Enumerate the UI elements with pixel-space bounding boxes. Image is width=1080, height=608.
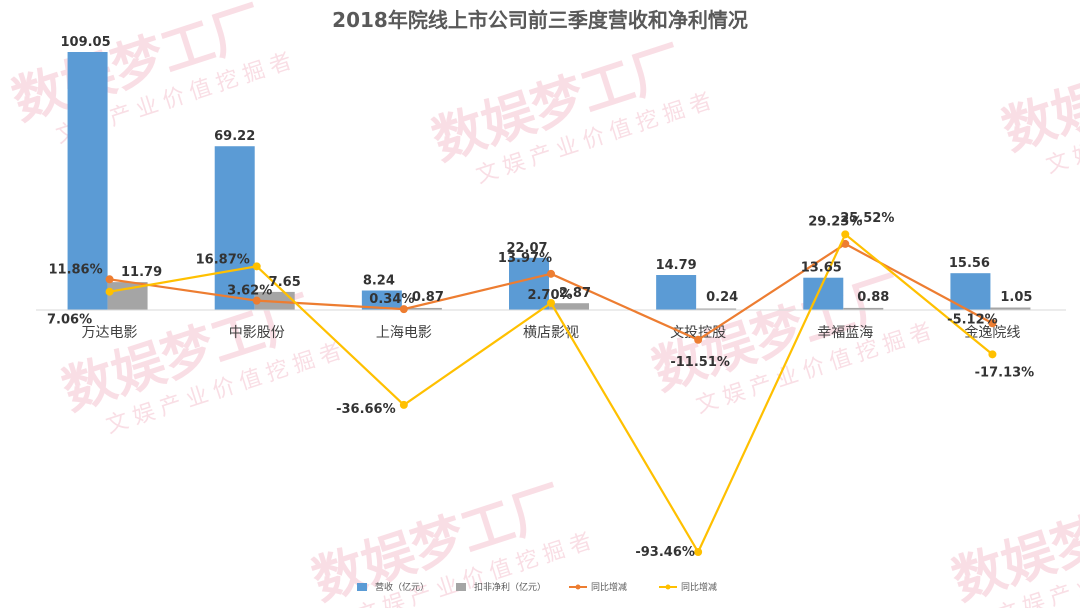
legend-marker <box>575 584 581 590</box>
legend-item: 同比增减 <box>659 581 717 593</box>
legend-swatch <box>357 583 367 591</box>
profit-bar <box>990 307 1031 310</box>
growth-orange-point <box>988 319 997 328</box>
revenue-bar <box>361 290 402 310</box>
growth-orange-point <box>841 239 850 248</box>
growth-yellow-label: 16.87% <box>196 252 250 267</box>
legend-label: 同比增减 <box>681 581 717 593</box>
growth-yellow-point <box>252 262 261 271</box>
profit-bar <box>843 307 884 310</box>
growth-yellow-label: -93.46% <box>635 545 695 560</box>
category-label: 万达电影 <box>82 325 138 341</box>
growth-yellow-label: 7.06% <box>47 313 92 328</box>
growth-orange-label: 13.97% <box>498 251 552 266</box>
growth-yellow-point <box>547 299 555 308</box>
revenue-bar <box>656 275 697 310</box>
profit-bar <box>401 307 442 310</box>
bars-layer <box>67 52 1031 310</box>
growth-orange-point <box>252 296 261 305</box>
growth-yellow-label: -36.66% <box>336 402 396 417</box>
growth-yellow-point <box>105 287 114 296</box>
growth-yellow-point <box>841 230 850 239</box>
revenue-data-label: 15.56 <box>949 256 990 271</box>
revenue-data-label: 109.05 <box>60 35 110 50</box>
profit-data-label: 0.24 <box>706 290 738 305</box>
profit-bar <box>549 303 589 310</box>
lines-layer <box>105 230 997 556</box>
growth-orange-label: -5.12% <box>947 312 998 327</box>
revenue-data-label: 69.22 <box>214 129 255 144</box>
growth-orange-point <box>399 305 408 314</box>
category-label: 横店影视 <box>523 325 579 341</box>
profit-data-label: 1.05 <box>1000 290 1032 305</box>
growth-orange-label: -11.51% <box>670 355 730 370</box>
growth-orange-label: 25.52% <box>840 211 894 226</box>
profit-data-label: 11.79 <box>121 265 162 280</box>
profit-bar <box>696 308 737 310</box>
chart-title: 2018年院线上市公司前三季度营收和净利情况 <box>332 8 748 32</box>
growth-orange-label: 3.62% <box>227 284 272 299</box>
category-label: 幸福蓝海 <box>817 325 873 341</box>
revenue-data-label: 22.07 <box>506 241 547 256</box>
category-label: 中影股份 <box>229 325 285 341</box>
growth-orange-label: 0.34% <box>369 292 414 307</box>
category-labels: 万达电影 中影股份 上海电影 横店影视 文投控股 幸福蓝海 金逸院线 <box>82 325 1021 341</box>
growth-yellow-label: -17.13% <box>975 365 1035 380</box>
growth-orange-point <box>105 275 114 284</box>
growth-yellow-point <box>694 548 703 556</box>
growth-orange-point <box>694 335 703 344</box>
legend-item: 扣非净利（亿元） <box>456 581 546 593</box>
revenue-data-label: 14.79 <box>656 258 697 273</box>
category-label: 上海电影 <box>376 325 432 341</box>
growth-yellow-point <box>399 400 408 409</box>
revenue-bar <box>214 146 255 310</box>
revenue-bar <box>509 257 549 310</box>
growth-yellow-point <box>988 350 997 359</box>
profit-data-label: 2.87 <box>559 286 591 301</box>
category-label: 金逸院线 <box>964 325 1020 341</box>
revenue-bar <box>67 52 108 310</box>
growth-yellow-label: 29.23% <box>808 214 862 229</box>
legend-item: 同比增减 <box>569 581 627 593</box>
profit-data-label: 7.65 <box>269 275 301 290</box>
revenue-data-label: 8.24 <box>363 274 395 289</box>
revenue-data-label: 13.65 <box>801 261 842 276</box>
legend-swatch <box>456 583 466 591</box>
svg-text:数娱梦工厂: 数娱梦工厂 <box>995 25 1080 162</box>
profit-data-label: 0.88 <box>857 290 889 305</box>
legend-label: 同比增减 <box>591 581 627 593</box>
legend-item: 营收（亿元） <box>357 581 429 593</box>
growth-orange-label: 11.86% <box>48 262 102 277</box>
growth-orange-point <box>547 269 555 278</box>
legend-marker <box>665 584 671 590</box>
legend: 营收（亿元） 扣非净利（亿元） 同比增减 同比增减 <box>357 581 717 593</box>
profit-data-label: 0.87 <box>412 290 444 305</box>
category-label: 文投控股 <box>670 325 726 341</box>
data-labels-layer: 109.05 11.79 69.22 7.65 8.24 0.87 22.07 2.87 14.… <box>47 35 1034 560</box>
legend-label: 扣非净利（亿元） <box>474 581 546 593</box>
growth-yellow-label: 2.70% <box>527 288 572 303</box>
legend-label: 营收（亿元） <box>375 581 429 593</box>
